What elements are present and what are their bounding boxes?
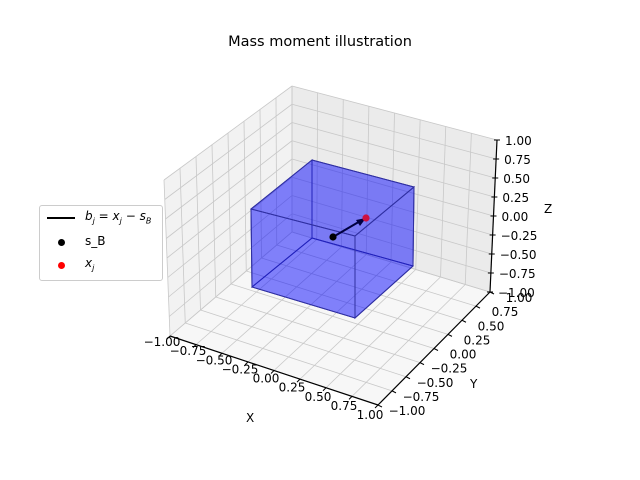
svg-text:0.50: 0.50 — [305, 390, 332, 404]
svg-text:0.25: 0.25 — [279, 381, 306, 395]
svg-text:1.00: 1.00 — [505, 134, 532, 148]
z-axis-label: Z — [544, 202, 552, 216]
line-marker-icon — [47, 217, 75, 219]
x-axis-ticks: −1.00−0.75−0.50−0.250.000.250.500.751.00 — [144, 335, 384, 422]
legend-label-xj: xj — [85, 256, 95, 273]
svg-text:−0.25: −0.25 — [431, 362, 468, 376]
svg-text:0.00: 0.00 — [450, 348, 477, 362]
svg-text:−0.50: −0.50 — [196, 353, 233, 367]
x-axis-label: X — [246, 411, 254, 425]
svg-text:0.00: 0.00 — [502, 210, 529, 224]
svg-text:−1.00: −1.00 — [144, 335, 181, 349]
svg-text:−1.00: −1.00 — [498, 286, 535, 300]
svg-text:0.50: 0.50 — [503, 172, 530, 186]
svg-text:0.75: 0.75 — [492, 305, 519, 319]
black-dot-icon — [58, 239, 65, 246]
svg-text:0.25: 0.25 — [464, 333, 491, 347]
legend-label-bj: bj = xj − sB — [85, 209, 152, 226]
svg-text:0.75: 0.75 — [331, 399, 358, 413]
svg-text:1.00: 1.00 — [506, 291, 533, 305]
svg-text:−0.75: −0.75 — [170, 344, 207, 358]
y-axis-label: Y — [469, 377, 478, 391]
svg-text:0.50: 0.50 — [478, 319, 505, 333]
legend: bj = xj − sB s_B xj — [39, 205, 163, 281]
svg-text:0.25: 0.25 — [502, 191, 529, 205]
svg-text:1.00: 1.00 — [357, 408, 384, 422]
legend-label-sb: s_B — [85, 234, 106, 248]
chart-title: Mass moment illustration — [228, 34, 412, 50]
y-axis-ticks: −1.00−0.75−0.50−0.250.000.250.500.751.00 — [377, 291, 533, 418]
z-axis-ticks: 1.00 0.75 0.50 0.25 0.00 −0.25 −0.50 −0.75 −1.00 — [487, 134, 537, 300]
svg-text:−0.50: −0.50 — [417, 376, 454, 390]
svg-text:−0.25: −0.25 — [222, 362, 259, 376]
point-x-j — [362, 214, 370, 222]
svg-text:0.00: 0.00 — [253, 372, 280, 386]
svg-text:−0.75: −0.75 — [499, 267, 536, 281]
svg-text:−1.00: −1.00 — [389, 404, 426, 418]
svg-text:−0.50: −0.50 — [500, 248, 537, 262]
svg-text:0.75: 0.75 — [504, 153, 531, 167]
point-s-b — [329, 233, 337, 241]
svg-text:−0.75: −0.75 — [403, 390, 440, 404]
rigid-body-box — [249, 158, 416, 320]
red-dot-icon — [58, 262, 65, 269]
svg-text:−0.25: −0.25 — [501, 229, 538, 243]
